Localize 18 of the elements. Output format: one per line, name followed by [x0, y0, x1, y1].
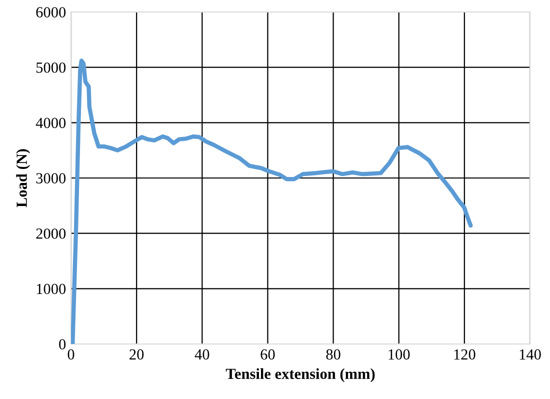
- y-axis-title: Load (N): [16, 149, 30, 208]
- y-tick-label: 0: [59, 339, 66, 350]
- x-tick-label: 40: [194, 349, 210, 360]
- x-tick-label: 140: [520, 349, 541, 360]
- x-tick-label: 120: [454, 349, 476, 360]
- x-axis-title: Tensile extension (mm): [226, 368, 375, 382]
- y-tick-label: 6000: [36, 7, 66, 18]
- line-series: [71, 58, 473, 344]
- x-tick-label: 60: [260, 349, 275, 360]
- y-tick-label: 3000: [36, 173, 66, 184]
- x-tick-label: 80: [326, 349, 340, 360]
- y-tick-label: 4000: [36, 118, 66, 128]
- x-tick-label: 20: [130, 349, 144, 360]
- y-tick-label: 2000: [36, 228, 66, 239]
- x-tick-label: 0: [68, 349, 74, 360]
- y-tick-label: 5000: [36, 62, 66, 73]
- x-tick-label: 100: [388, 349, 410, 360]
- y-tick-label: 1000: [36, 284, 66, 294]
